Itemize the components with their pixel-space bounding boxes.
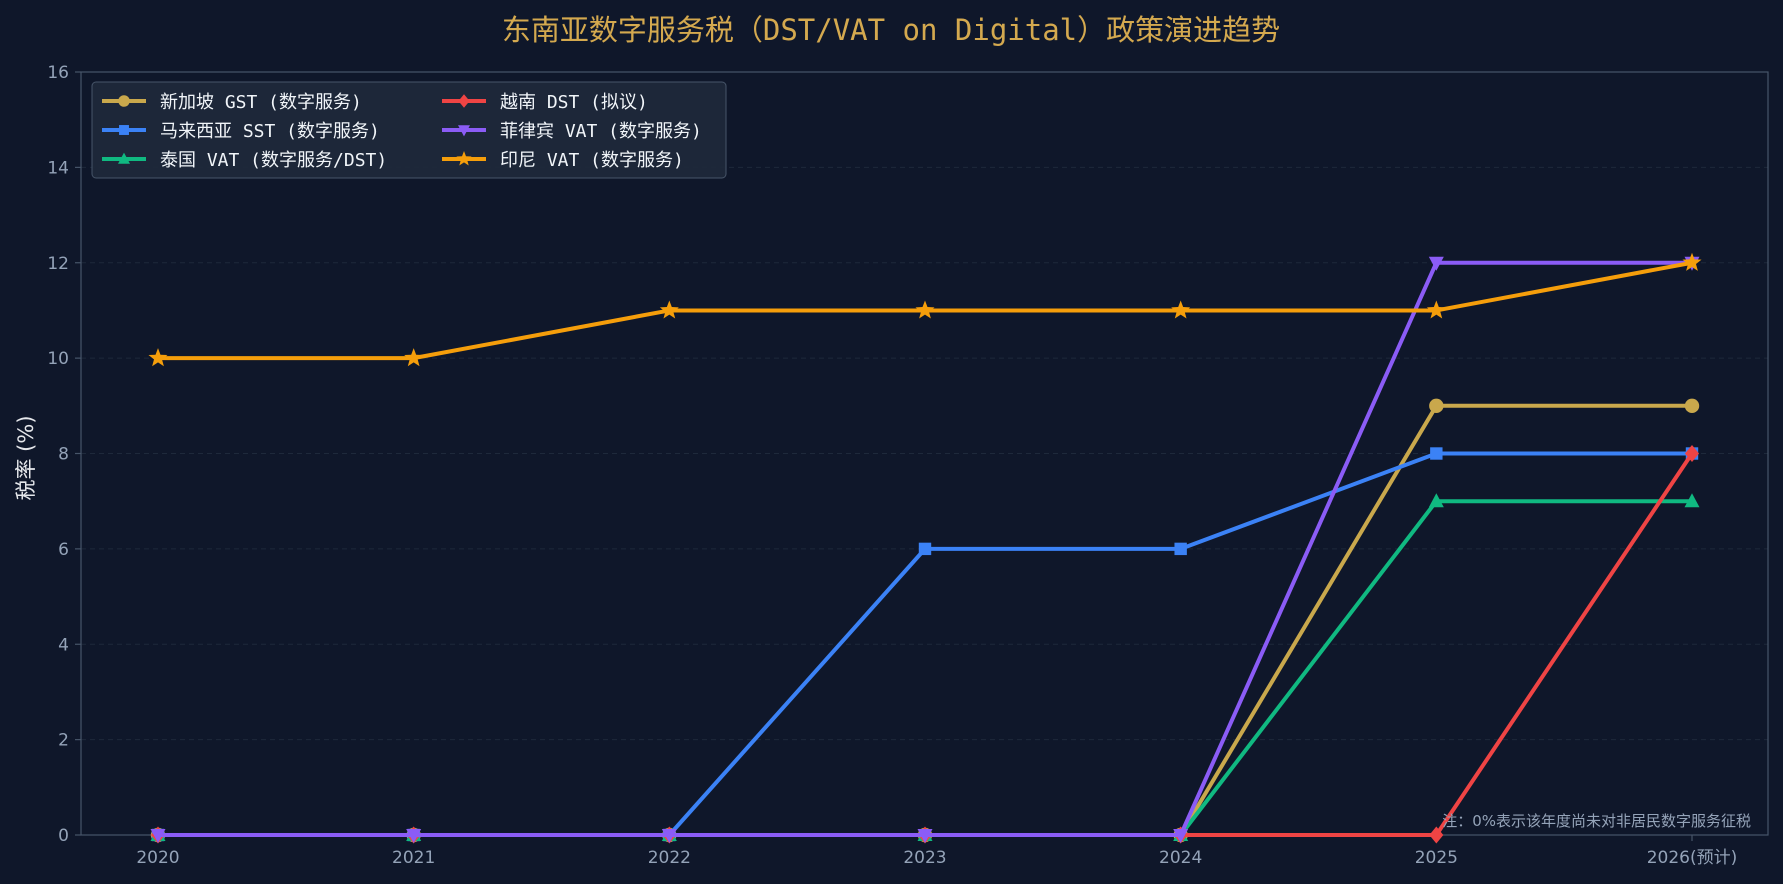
data-point <box>1173 829 1189 843</box>
legend-label: 泰国 VAT (数字服务/DST) <box>160 150 387 171</box>
legend-label: 新加坡 GST (数字服务) <box>160 92 362 113</box>
legend-label: 印尼 VAT (数字服务) <box>500 150 684 171</box>
legend-item: 菲律宾 VAT (数字服务) <box>442 121 702 142</box>
data-point <box>1428 493 1444 508</box>
x-tick-label: 2020 <box>136 848 179 868</box>
data-point <box>1429 826 1444 844</box>
data-point <box>917 829 933 843</box>
chart-note: 注：0%表示该年度尚未对非居民数字服务征税 <box>1442 812 1751 830</box>
data-point <box>1428 256 1444 271</box>
legend-marker <box>118 95 130 107</box>
chart-title: 东南亚数字服务税（DST/VAT on Digital）政策演进趋势 <box>502 13 1280 47</box>
series-group <box>148 252 1702 367</box>
legend-label: 菲律宾 VAT (数字服务) <box>500 121 702 142</box>
x-tick-label: 2021 <box>392 848 435 868</box>
data-point <box>661 829 677 843</box>
y-tick-label: 4 <box>58 635 69 655</box>
legend-marker <box>458 94 470 108</box>
x-tick-label: 2022 <box>648 848 691 868</box>
data-point <box>1426 300 1446 319</box>
data-point <box>1174 542 1187 556</box>
data-point <box>1171 300 1191 319</box>
legend-marker <box>456 151 472 166</box>
y-tick-label: 2 <box>58 731 69 751</box>
x-tick-label: 2023 <box>903 848 946 868</box>
y-tick-label: 10 <box>47 349 69 369</box>
y-tick-label: 14 <box>47 158 69 178</box>
data-point <box>915 300 935 319</box>
data-point <box>1430 447 1443 460</box>
x-tick-label: 2024 <box>1159 848 1202 868</box>
data-point <box>150 829 166 843</box>
y-tick-label: 12 <box>47 254 69 274</box>
data-point <box>1682 252 1702 271</box>
tick-labels: 0 2 4 6 8 10 12 14 16 2020 2021 2022 2023 2024 2025 202… <box>47 63 1737 868</box>
data-point <box>1684 493 1700 508</box>
data-point <box>918 542 932 556</box>
x-tick-label: 2026(预计) <box>1647 848 1738 868</box>
legend: 新加坡 GST (数字服务) 马来西亚 SST (数字服务) 泰国 VAT (数字服… <box>91 81 727 179</box>
legend-item: 越南 DST (拟议) <box>442 92 648 113</box>
y-tick-label: 16 <box>47 63 69 83</box>
legend-label: 越南 DST (拟议) <box>500 92 648 113</box>
legend-marker <box>119 125 129 135</box>
legend-marker <box>118 152 130 164</box>
data-point <box>148 348 168 367</box>
series-group <box>150 256 1700 843</box>
data-point <box>1684 398 1700 414</box>
legend-item: 泰国 VAT (数字服务/DST) <box>102 150 387 171</box>
series-lines <box>148 252 1702 844</box>
legend-label: 马来西亚 SST (数字服务) <box>160 121 380 142</box>
legend-item: 印尼 VAT (数字服务) <box>442 150 684 171</box>
data-point <box>1429 398 1444 414</box>
data-point <box>406 829 422 843</box>
legend-box <box>91 81 727 179</box>
legend-marker <box>458 125 470 137</box>
legend-item: 马来西亚 SST (数字服务) <box>102 121 380 142</box>
x-tick-label: 2025 <box>1415 848 1458 868</box>
data-point <box>404 348 424 367</box>
y-tick-label: 6 <box>58 540 69 560</box>
y-tick-label: 0 <box>58 826 69 846</box>
y-axis-label: 税率 (%) <box>14 415 38 500</box>
legend-item: 新加坡 GST (数字服务) <box>102 92 362 113</box>
y-tick-label: 8 <box>58 445 69 465</box>
data-point <box>659 300 679 319</box>
data-point <box>1685 445 1699 462</box>
